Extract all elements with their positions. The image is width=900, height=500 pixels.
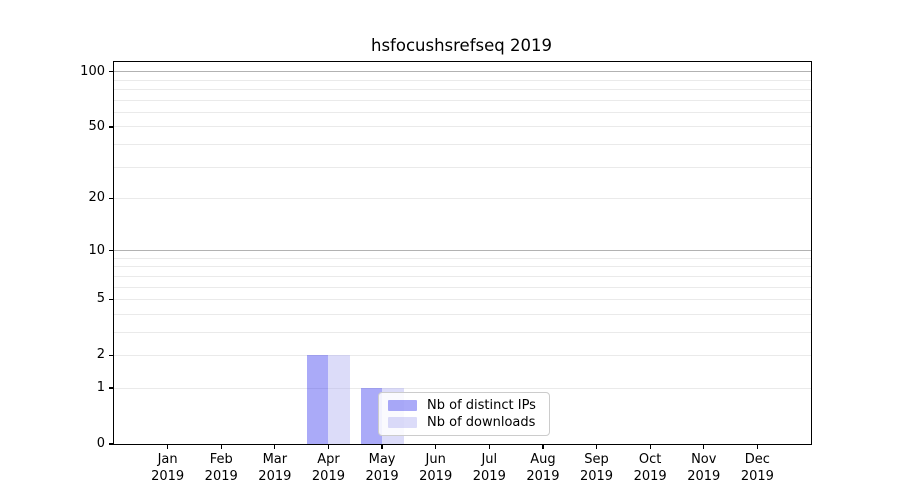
minor-gridline (114, 387, 811, 389)
legend-swatch-downloads (388, 417, 417, 428)
bar-downloads (328, 355, 350, 444)
legend: Nb of distinct IPs Nb of downloads (378, 392, 550, 436)
y-tick-mark (109, 126, 113, 128)
minor-gridline (114, 126, 811, 128)
y-tick-mark (109, 354, 113, 357)
minor-gridline (114, 298, 811, 300)
x-tick-label: May 2019 (365, 452, 399, 484)
minor-gridline (114, 197, 811, 199)
plot-area: Nb of distinct IPs Nb of downloads Jan 2… (80, 61, 812, 484)
minor-gridline (114, 266, 811, 268)
x-tick-label: Aug 2019 (526, 452, 560, 484)
y-tick-label: 1 (96, 380, 105, 396)
y-tick-mark (109, 298, 113, 301)
minor-gridline (114, 313, 811, 315)
x-tick-label: Jul 2019 (472, 452, 506, 484)
x-tick-label: Mar 2019 (258, 452, 292, 484)
x-tick-label: Apr 2019 (311, 452, 345, 484)
x-tick-mark (595, 445, 598, 449)
minor-gridline (114, 275, 811, 277)
bar-distinct-ips (307, 355, 329, 444)
x-tick-mark (542, 445, 544, 449)
chart-title: hsfocushsrefseq 2019 (371, 36, 552, 55)
x-tick-label: Jun 2019 (419, 452, 453, 484)
x-tick-label: Sep 2019 (579, 452, 614, 484)
legend-item-distinct-ips: Nb of distinct IPs (388, 397, 540, 414)
x-tick-mark (381, 445, 383, 449)
minor-gridline (114, 111, 811, 113)
y-tick-label: 10 (88, 242, 105, 258)
y-tick-label: 100 (80, 63, 105, 79)
x-tick-label: Oct 2019 (633, 452, 667, 484)
minor-gridline (114, 89, 811, 91)
y-tick-label: 50 (88, 118, 105, 134)
x-tick-mark (274, 445, 276, 449)
x-tick-mark (703, 445, 705, 449)
y-tick-label: 0 (96, 436, 105, 451)
x-tick-label: Dec 2019 (740, 452, 774, 484)
bar-distinct-ips (360, 388, 383, 444)
major-gridline (114, 71, 811, 73)
x-tick-mark (220, 445, 222, 449)
y-tick-label: 20 (88, 190, 105, 206)
y-tick-label: 2 (96, 347, 105, 363)
x-tick-mark (166, 445, 169, 449)
y-tick-label: 5 (96, 291, 105, 307)
x-tick-mark (488, 445, 490, 449)
y-tick-mark (109, 443, 113, 445)
major-gridline (114, 250, 811, 252)
x-tick-mark (649, 445, 651, 449)
y-tick-mark (109, 197, 113, 200)
legend-label-downloads: Nb of downloads (427, 415, 536, 430)
minor-gridline (114, 143, 811, 145)
x-tick-label: Feb 2019 (204, 452, 238, 484)
y-tick-mark (109, 71, 113, 73)
minor-gridline (114, 79, 811, 81)
minor-gridline (114, 331, 811, 333)
minor-gridline (114, 286, 811, 288)
legend-swatch-distinct-ips (388, 400, 417, 411)
x-tick-label: Nov 2019 (687, 452, 721, 484)
minor-gridline (114, 354, 811, 356)
minor-gridline (114, 257, 811, 259)
minor-gridline (114, 166, 811, 168)
legend-label-distinct-ips: Nb of distinct IPs (427, 398, 536, 413)
y-tick-mark (109, 249, 113, 252)
x-tick-label: Jan 2019 (151, 452, 185, 484)
x-tick-mark (327, 445, 330, 449)
legend-item-downloads: Nb of downloads (388, 414, 540, 431)
x-tick-mark (756, 445, 759, 449)
y-tick-mark (109, 387, 113, 389)
x-tick-mark (435, 445, 437, 449)
minor-gridline (114, 99, 811, 101)
